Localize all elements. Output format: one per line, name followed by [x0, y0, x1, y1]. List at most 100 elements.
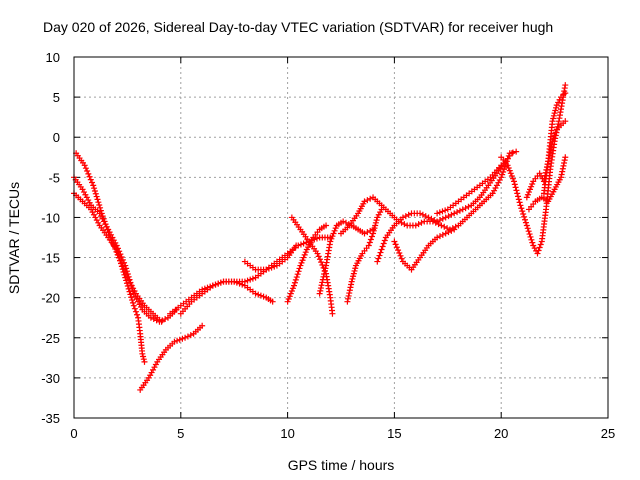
data-point [366, 239, 373, 246]
data-point [81, 162, 88, 169]
data-point [512, 184, 519, 191]
data-point [117, 257, 124, 264]
data-point [507, 170, 514, 177]
data-point [294, 271, 301, 278]
data-point [534, 250, 541, 257]
data-point [332, 225, 339, 232]
data-point [102, 221, 109, 228]
data-point [445, 213, 452, 220]
data-point [301, 251, 308, 258]
data-point [559, 165, 566, 172]
data-point [140, 356, 147, 363]
data-point [300, 240, 307, 247]
y-tick-label: -35 [41, 411, 60, 426]
data-point [380, 240, 387, 247]
data-point [523, 222, 530, 229]
data-point [521, 213, 528, 220]
data-point [553, 104, 560, 111]
data-point [329, 310, 336, 317]
data-point [448, 211, 455, 218]
data-point [515, 196, 522, 203]
data-point [392, 241, 399, 248]
data-point [91, 185, 98, 192]
data-point [217, 279, 224, 286]
data-point [249, 275, 256, 282]
data-point [552, 107, 559, 114]
data-point [91, 187, 98, 194]
data-point [513, 148, 520, 155]
data-point [511, 181, 518, 188]
data-point [260, 293, 267, 300]
data-point [520, 211, 527, 218]
data-point [509, 175, 516, 182]
data-point [288, 287, 295, 294]
data-point [125, 285, 132, 292]
data-point [417, 210, 424, 217]
data-point [562, 118, 569, 125]
data-point [252, 290, 259, 297]
data-point [549, 118, 556, 125]
data-point [523, 194, 530, 201]
data-point [114, 249, 121, 256]
data-point [454, 209, 461, 216]
data-point [118, 263, 125, 270]
data-point [425, 214, 432, 221]
data-point [127, 291, 134, 298]
data-point [525, 189, 532, 196]
data-point [351, 267, 358, 274]
data-point [401, 221, 408, 228]
data-point [319, 279, 326, 286]
data-point [561, 157, 568, 164]
data-point [97, 204, 104, 211]
y-axis-label: SDTVAR / TECUs [6, 182, 22, 294]
data-point [395, 247, 402, 254]
data-point [372, 222, 379, 229]
data-point [317, 285, 324, 292]
data-point [269, 298, 276, 305]
data-point [525, 228, 532, 235]
data-point [284, 298, 291, 305]
data-point [562, 154, 569, 161]
data-point [268, 264, 275, 271]
data-point [522, 219, 529, 226]
data-point [98, 210, 105, 217]
data-point [434, 210, 441, 217]
data-point [297, 241, 304, 248]
data-point [104, 226, 111, 233]
data-point [501, 166, 508, 173]
data-point [448, 227, 455, 234]
data-point [552, 129, 559, 136]
data-point [445, 229, 452, 236]
data-point [140, 353, 147, 360]
data-point [295, 268, 302, 275]
data-point [349, 275, 356, 282]
data-point [101, 218, 108, 225]
data-point [345, 295, 352, 302]
data-point [187, 332, 194, 339]
data-point [522, 216, 529, 223]
data-point [344, 298, 351, 305]
data-point [514, 190, 521, 197]
data-point [459, 206, 466, 213]
data-point [465, 203, 472, 210]
data-point [147, 314, 154, 321]
data-point [428, 215, 435, 222]
y-tick-label: -10 [41, 210, 60, 225]
data-point [442, 230, 449, 237]
data-point [438, 222, 445, 229]
data-point [100, 215, 107, 222]
data-point [141, 358, 148, 365]
data-point [158, 318, 165, 325]
data-point [434, 234, 441, 241]
x-tick-label: 0 [70, 426, 77, 441]
y-tick-label: -20 [41, 291, 60, 306]
data-point [299, 257, 306, 264]
y-tick-label: -5 [48, 170, 60, 185]
data-point [300, 254, 307, 261]
data-point [441, 223, 448, 230]
data-point [537, 241, 544, 248]
data-point [371, 225, 378, 232]
data-point [298, 259, 305, 266]
data-point [517, 202, 524, 209]
